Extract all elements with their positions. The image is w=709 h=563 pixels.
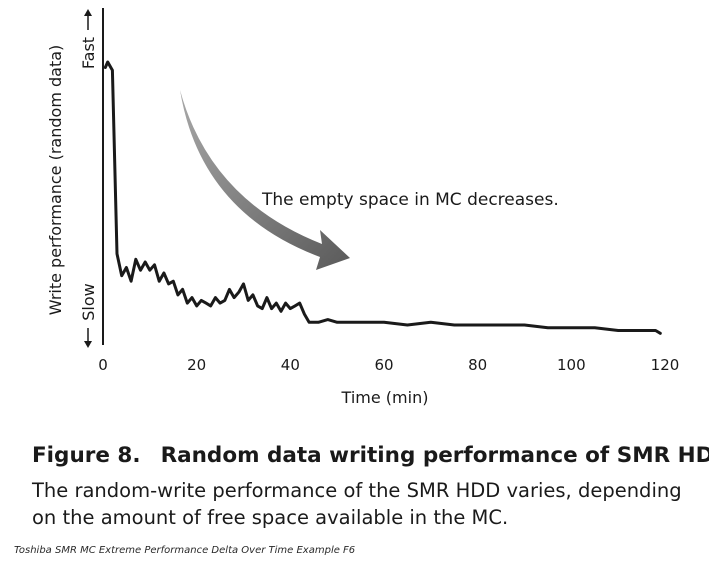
decrease-arrow-icon [180,90,350,270]
y-axis-label-group: Write performance (random data) [46,45,65,316]
figure-number: Figure 8. [32,443,141,468]
x-tick-label: 20 [187,356,206,374]
y-low-label-group: Slow [79,283,98,320]
figure-title: Figure 8. Random data writing performance… [32,443,709,468]
x-tick-label: 100 [557,356,586,374]
y-high-label-group: Fast [79,37,98,69]
figure-title-text: Random data writing performance of SMR H… [160,443,709,468]
y-axis-title: Write performance (random data) [46,45,65,316]
y-low-label: Slow [79,283,98,320]
y-high-arrow-icon [84,9,92,30]
image-caption: Toshiba SMR MC Extreme Performance Delta… [14,545,356,556]
figure-description: The random-write performance of the SMR … [32,479,682,529]
y-low-arrow-icon [84,328,92,348]
x-axis-title: Time (min) [341,388,429,407]
y-high-label: Fast [79,37,98,69]
series-layer [103,60,662,335]
x-tick-label: 80 [468,356,487,374]
chart: 0 20 40 60 80 100 120 The empty space in MC de… [46,8,679,407]
x-tick-label: 40 [281,356,300,374]
annotation-text: The empty space in MC decreases. [261,190,559,210]
x-tick-label: 120 [651,356,680,374]
x-tick-label: 0 [98,356,108,374]
x-tick-label: 60 [374,356,393,374]
series-line [103,60,662,335]
x-tick-labels: 0 20 40 60 80 100 120 [98,356,679,374]
